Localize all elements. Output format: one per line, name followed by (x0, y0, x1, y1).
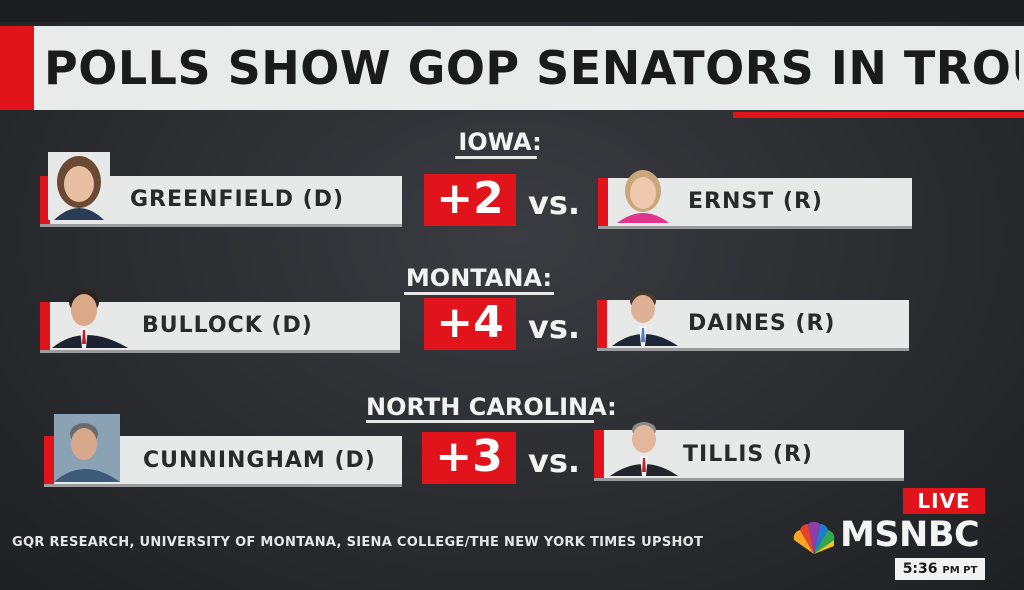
state-underline (455, 156, 537, 159)
candidate-name-ernst: ERNST (R) (688, 189, 823, 214)
candidate-name-daines: DAINES (R) (688, 311, 836, 336)
time-value: 5:36 (902, 561, 938, 577)
card-red-accent (598, 178, 608, 226)
time-badge: 5:36 PM PT (895, 558, 985, 580)
card-red-accent (594, 430, 604, 478)
title-red-accent (0, 26, 34, 110)
time-zone: PM PT (942, 565, 978, 576)
card-red-accent (597, 300, 607, 348)
card-red-accent (40, 176, 50, 224)
candidate-photo-tillis (608, 416, 680, 476)
state-label-north-carolina: NORTH CAROLINA: (366, 393, 617, 421)
candidate-name-tillis: TILLIS (R) (683, 442, 813, 467)
candidate-photo-cunningham (54, 414, 120, 482)
candidate-name-greenfield: GREENFIELD (D) (130, 187, 345, 212)
candidate-photo-daines (610, 286, 680, 346)
title-red-underline (733, 112, 1024, 118)
title-banner (0, 26, 1024, 110)
peacock-logo-icon (790, 520, 838, 556)
candidate-name-bullock: BULLOCK (D) (142, 313, 313, 338)
poll-margin-iowa: +2 (424, 174, 516, 226)
poll-margin-north-carolina: +3 (422, 432, 516, 484)
state-underline (366, 420, 594, 423)
live-badge: LIVE (903, 488, 985, 514)
state-underline (404, 292, 554, 295)
network-logo: MSNBC (840, 515, 980, 555)
vs-label: vs. (528, 442, 581, 480)
vs-label: vs. (528, 184, 581, 222)
vs-label: vs. (528, 308, 581, 346)
candidate-name-cunningham: CUNNINGHAM (D) (143, 448, 376, 473)
candidate-photo-bullock (50, 282, 130, 348)
state-label-iowa: IOWA: (458, 128, 542, 156)
candidate-photo-ernst (613, 167, 673, 223)
source-credit: GQR RESEARCH, UNIVERSITY OF MONTANA, SIE… (12, 535, 704, 550)
headline: POLLS SHOW GOP SENATORS IN TROUBLE (44, 41, 1019, 95)
poll-margin-montana: +4 (424, 298, 516, 350)
state-label-montana: MONTANA: (405, 264, 553, 292)
candidate-photo-greenfield (48, 152, 110, 220)
card-red-accent (40, 302, 50, 350)
card-red-accent (44, 436, 54, 484)
top-band (0, 0, 1024, 22)
